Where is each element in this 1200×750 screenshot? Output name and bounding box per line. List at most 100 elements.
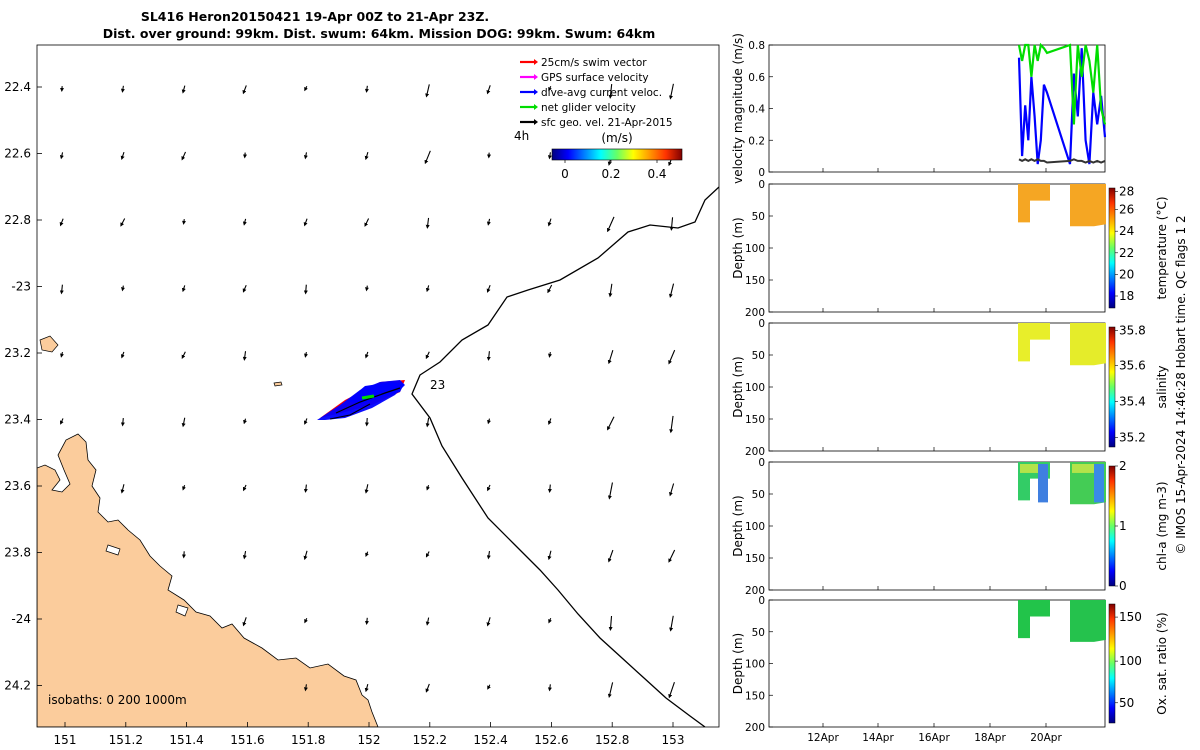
geo-velocity-vector [304, 352, 308, 358]
time-label: 4h [514, 129, 529, 143]
geo-velocity-vector [608, 83, 613, 99]
geo-velocity-vector [242, 218, 247, 226]
map-panel: 151 151.2 151.4 151.6 151.8 152 152.2 152.4 152.… [4, 44, 720, 747]
legend-arrowhead [534, 59, 538, 65]
salinity-profile-block [1018, 323, 1050, 362]
geo-velocity-vector [303, 284, 308, 295]
date-tick-label: 16Apr [918, 732, 950, 744]
geo-velocity-vector [547, 684, 552, 692]
map-x-tick-label: 151 [54, 733, 77, 747]
map-y-tick-label: 23.4 [4, 413, 31, 427]
map-x-tick-label: 151.4 [169, 733, 203, 747]
geo-velocity-vector [303, 684, 308, 692]
salinity-panel: 0 50 100 150 200 Depth (m) 35.2 35.4 35.6 35.8 sal… [731, 318, 1169, 458]
geo-velocity-vector [303, 152, 308, 160]
geo-velocity-vector [425, 84, 430, 98]
map-y-tick-label: 22.4 [4, 80, 31, 94]
temperature-y-label: Depth (m) [731, 217, 745, 278]
geo-velocity-vector [486, 85, 491, 95]
map-x-tick-label: 151.8 [291, 733, 325, 747]
temperature-profile-block [1018, 184, 1050, 223]
map-y-tick-label: -23 [11, 280, 31, 294]
chlorophyll-y-tick-label: 0 [758, 457, 765, 469]
oxygen-cbar-tick-label: 100 [1119, 654, 1142, 668]
velocity-y-tick-label: 0.2 [748, 135, 765, 147]
oxygen-panel: 0 50 100 150 200 Depth (m) 50 100 150 Ox. sat. ra… [731, 595, 1169, 734]
track-line [329, 403, 371, 420]
geo-velocity-vector [608, 615, 613, 631]
geo-velocity-vector [120, 484, 125, 494]
geo-velocity-vector [608, 283, 613, 298]
oxygen-y-tick-label: 150 [745, 690, 765, 702]
temperature-cbar-tick-label: 24 [1119, 224, 1134, 238]
geo-velocity-vector [59, 152, 64, 160]
geo-velocity-vector [425, 417, 430, 428]
island [273, 381, 283, 387]
speed-colorbar [551, 148, 683, 161]
geo-velocity-vector [548, 617, 552, 624]
geo-velocity-vector [547, 152, 552, 160]
title-line-1: SL416 Heron20150421 19-Apr 00Z to 21-Apr… [141, 9, 489, 24]
geo-velocity-vector [424, 150, 431, 165]
geo-velocity-vector [242, 617, 247, 627]
geo-velocity-vector [486, 550, 491, 560]
geo-velocity-vector [486, 284, 491, 293]
geo-velocity-vector [303, 418, 308, 425]
geo-velocity-vectors [59, 83, 676, 699]
title-line-2: Dist. over ground: 99km. Dist. swum: 64k… [103, 26, 656, 41]
date-tick-label: 14Apr [862, 732, 894, 744]
geo-velocity-vector [607, 350, 614, 365]
geo-velocity-vector [243, 484, 247, 492]
salinity-cbar-tick-label: 35.6 [1119, 358, 1146, 372]
temperature-cbar-tick-label: 20 [1119, 267, 1134, 281]
legend-entry: GPS surface velocity [541, 72, 649, 84]
date-tick-label: 20Apr [1030, 732, 1062, 744]
legend-arrowhead [534, 89, 538, 95]
geo-velocity-vector [668, 549, 676, 563]
geo-velocity-vector [181, 285, 186, 293]
oxygen-profile-block [1070, 600, 1106, 642]
velocity-y-tick-label: 0.4 [748, 104, 765, 116]
geo-velocity-vector [60, 352, 64, 358]
geo-velocity-vector [181, 417, 186, 428]
geo-velocity-vector [364, 683, 369, 693]
map-y-tick-label: 24.2 [4, 679, 31, 693]
chlorophyll-surface-layer [1072, 464, 1102, 473]
salinity-panel-frame [768, 322, 1106, 452]
geo-velocity-vector [669, 615, 674, 632]
map-legend: 25cm/s swim vector GPS surface velocity di… [520, 57, 673, 129]
oxygen-cbar-tick-label: 50 [1119, 696, 1134, 710]
velocity-panel-frame [768, 44, 1106, 173]
isobath-200m [411, 186, 719, 727]
geo-velocity-vector [121, 285, 125, 292]
geo-velocity-vector [59, 418, 64, 425]
map-x-tick-label: 153 [662, 733, 685, 747]
salinity-y-tick-label: 150 [745, 414, 765, 426]
oxygen-profile-block [1018, 600, 1050, 639]
geo-velocity-vector [365, 551, 369, 558]
oxygen-y-tick-label: 100 [745, 659, 765, 671]
geo-velocity-vector [669, 415, 674, 434]
velocity-y-label: velocity magnitude (m/s) [731, 33, 745, 184]
chlorophyll-y-tick-label: 150 [745, 553, 765, 565]
geo-velocity-vector [547, 284, 553, 294]
map-y-tick-label: -24 [11, 612, 31, 626]
chlorophyll-cbar-tick-label: 2 [1119, 459, 1127, 473]
geo-velocity-vector [364, 484, 369, 494]
colorbar-tick-label: 0 [561, 167, 569, 181]
geo-velocity-vector [364, 617, 369, 625]
glider-track [317, 380, 405, 420]
net-velocity-vector [361, 394, 375, 400]
salinity-y-label: Depth (m) [731, 356, 745, 417]
chlorophyll-cbar-tick-label: 1 [1119, 519, 1127, 533]
legend-arrowhead [534, 74, 538, 80]
footer-credit: © IMOS 15-Apr-2024 14:46:28 Hobart time.… [1174, 215, 1188, 554]
map-x-tick-label: 151.2 [109, 733, 143, 747]
temperature-cbar-tick-label: 18 [1119, 289, 1134, 303]
map-y-tick-label: 22.8 [4, 213, 31, 227]
geo-velocity-vector [181, 351, 186, 359]
velocity-y-tick-label: 0.8 [748, 40, 765, 52]
temperature-colorbar [1108, 187, 1116, 309]
island [39, 335, 59, 353]
